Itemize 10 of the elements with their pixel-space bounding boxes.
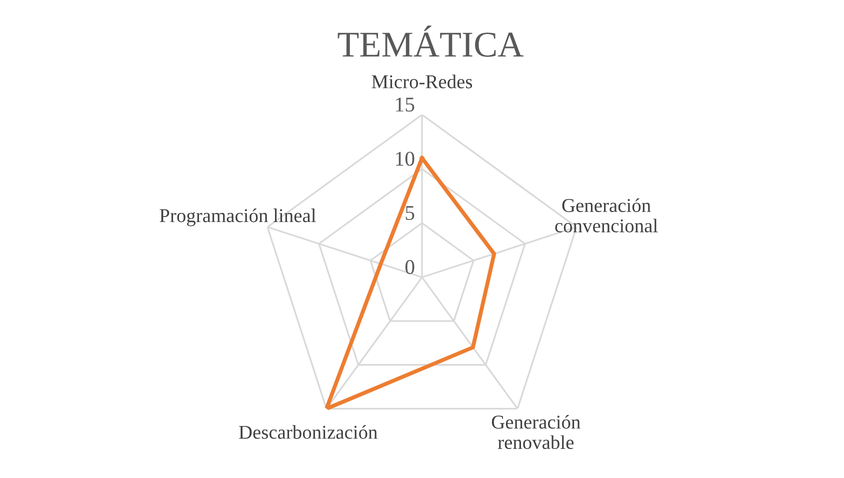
y-tick-label: 10 xyxy=(396,152,414,166)
spoke-label: Descarbonización xyxy=(239,425,378,439)
spoke-label: Generación renovable xyxy=(492,414,580,450)
spoke-label: Generación convencional xyxy=(555,198,658,232)
y-tick-label: 15 xyxy=(396,98,414,112)
chart-title: TEMÁTICA xyxy=(338,26,524,57)
y-tick-label: 0 xyxy=(405,260,414,274)
spoke-label: Micro-Redes xyxy=(372,74,472,88)
spoke-label: Programación lineal xyxy=(160,208,316,226)
y-tick-label: 5 xyxy=(406,206,414,220)
